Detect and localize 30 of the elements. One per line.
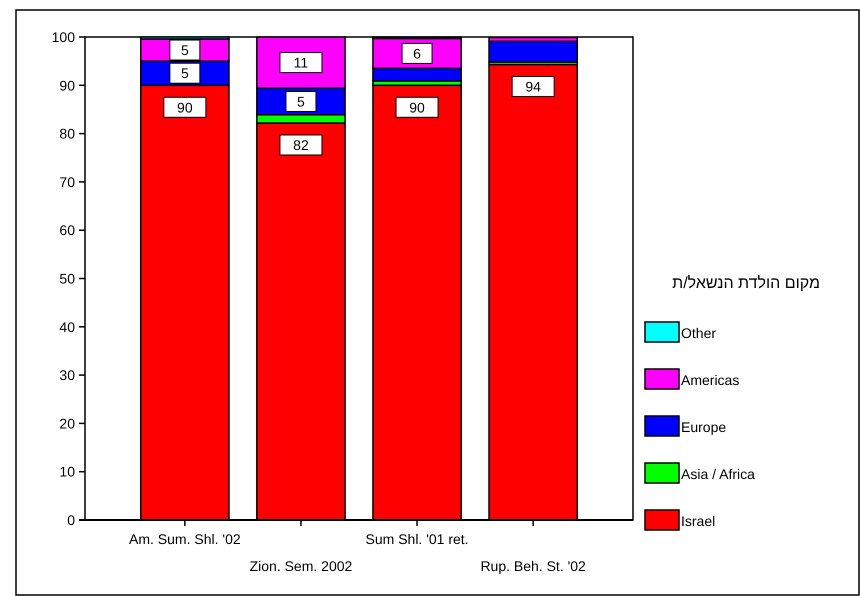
data-label: 6 [413,45,422,62]
y-tick-label: 60 [59,222,76,238]
y-tick-label: 100 [52,29,76,45]
y-tick-label: 0 [67,512,76,528]
y-tick-label: 20 [59,415,76,432]
data-label: 5 [180,42,189,58]
legend-label: Other [681,325,716,341]
y-tick-label: 30 [59,367,76,384]
x-tick-label: Rup. Beh. St. '02 [480,558,586,574]
data-label: 90 [177,99,193,116]
data-label: 11 [294,54,308,71]
legend-label: Americas [681,372,740,388]
data-label: 90 [409,99,426,116]
x-tick-label: Am. Sum. Shl. '02 [129,531,241,547]
y-tick-label: 40 [59,318,76,335]
x-tick-label: Zion. Sem. 2002 [250,558,353,574]
legend-label: Europe [681,419,726,435]
legend-label: Israel [681,513,716,529]
y-tick-label: 10 [59,464,76,480]
data-label: 94 [525,78,542,95]
y-tick-label: 80 [59,126,76,142]
legend-label: Asia / Africa [681,466,756,482]
data-label: 5 [297,93,306,110]
data-label: 5 [180,65,189,82]
data-label: 82 [293,136,309,153]
y-tick-label: 90 [59,77,76,94]
x-tick-label: Sum Shl. '01 ret. [366,531,469,547]
y-tick-label: 50 [59,270,76,286]
y-tick-label: 70 [59,174,76,190]
legend-title: מקום הולדת הנשאל/ת [672,274,820,292]
